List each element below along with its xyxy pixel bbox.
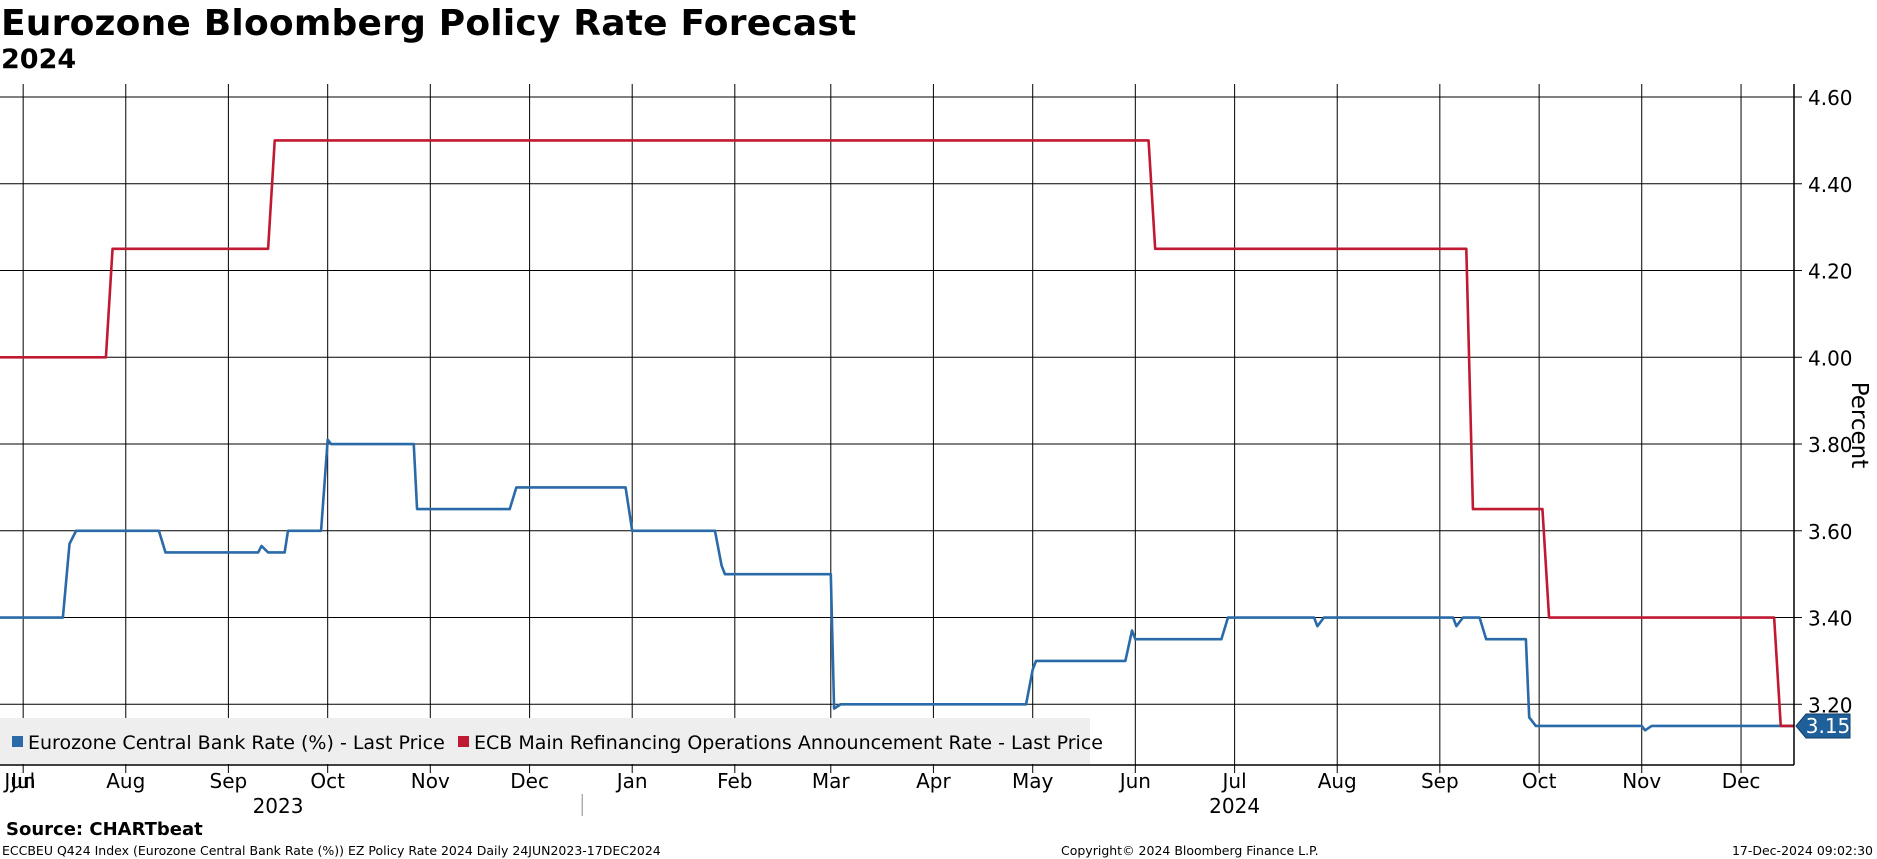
y-tick-label: 4.20: [1808, 260, 1853, 284]
chart-subtitle: 2024: [1, 44, 77, 75]
year-label: 2024: [1209, 794, 1260, 818]
x-tick-label: Apr: [916, 769, 951, 793]
copyright-note: Copyright© 2024 Bloomberg Finance L.P.: [1061, 843, 1319, 858]
legend-swatch: [458, 736, 469, 747]
x-tick-label: May: [1012, 769, 1054, 793]
x-tick-label: Jun: [2, 769, 35, 793]
y-tick-label: 3.60: [1808, 520, 1853, 544]
y-tick-label: 4.00: [1808, 346, 1853, 370]
y-tick-label: 3.40: [1808, 607, 1853, 631]
x-tick-label: Feb: [717, 769, 752, 793]
x-tick-label: Aug: [106, 769, 145, 793]
legend-label: ECB Main Refinancing Operations Announce…: [474, 732, 1103, 754]
source-note: Source: CHARTbeat: [6, 819, 203, 840]
series-lines: [0, 139, 1794, 732]
legend-box: [0, 718, 1090, 764]
x-tick-label: Sep: [1421, 769, 1459, 793]
x-tick-label: Dec: [510, 769, 549, 793]
series-line-1: [0, 438, 1794, 732]
x-tick-label: Oct: [310, 769, 345, 793]
axes: 3.20 3.40 3.60 3.80 4.00 4.20 4.40 4.60 Jul Aug Se…: [0, 84, 1853, 818]
y-tick-label: 3.20: [1808, 693, 1853, 717]
y-tick-label: 4.60: [1808, 86, 1853, 110]
x-tick-label: Jul: [1221, 769, 1247, 793]
x-tick-label: Nov: [411, 769, 450, 793]
last-value-label: 3.15: [1806, 714, 1851, 738]
legend-label: Eurozone Central Bank Rate (%) - Last Pr…: [28, 732, 445, 754]
timestamp: 17-Dec-2024 09:02:30: [1731, 843, 1873, 858]
legend: Eurozone Central Bank Rate (%) - Last Pr…: [0, 718, 1103, 764]
last-value-badge: [1795, 713, 1851, 739]
x-tick-label: Jun: [1118, 769, 1151, 793]
year-label: 2023: [253, 794, 304, 818]
y-tick-label: 4.40: [1808, 173, 1853, 197]
x-tick-label: Oct: [1522, 769, 1557, 793]
x-tick-label: Jan: [615, 769, 648, 793]
x-tick-label: Nov: [1622, 769, 1661, 793]
footer-description: ECCBEU Q424 Index (Eurozone Central Bank…: [2, 843, 661, 858]
x-tick-label: Jul: [9, 769, 35, 793]
x-tick-label: Mar: [812, 769, 851, 793]
x-tick-label: Sep: [210, 769, 248, 793]
x-tick-label: Aug: [1318, 769, 1357, 793]
chart-title: Eurozone Bloomberg Policy Rate Forecast: [1, 3, 857, 44]
y-tick-label: 3.80: [1808, 433, 1853, 457]
series-line-2: [0, 139, 1794, 728]
legend-swatch: [12, 736, 23, 747]
grid: [0, 84, 1794, 765]
x-tick-label: Dec: [1722, 769, 1761, 793]
y-axis-label: Percent: [1846, 382, 1872, 469]
